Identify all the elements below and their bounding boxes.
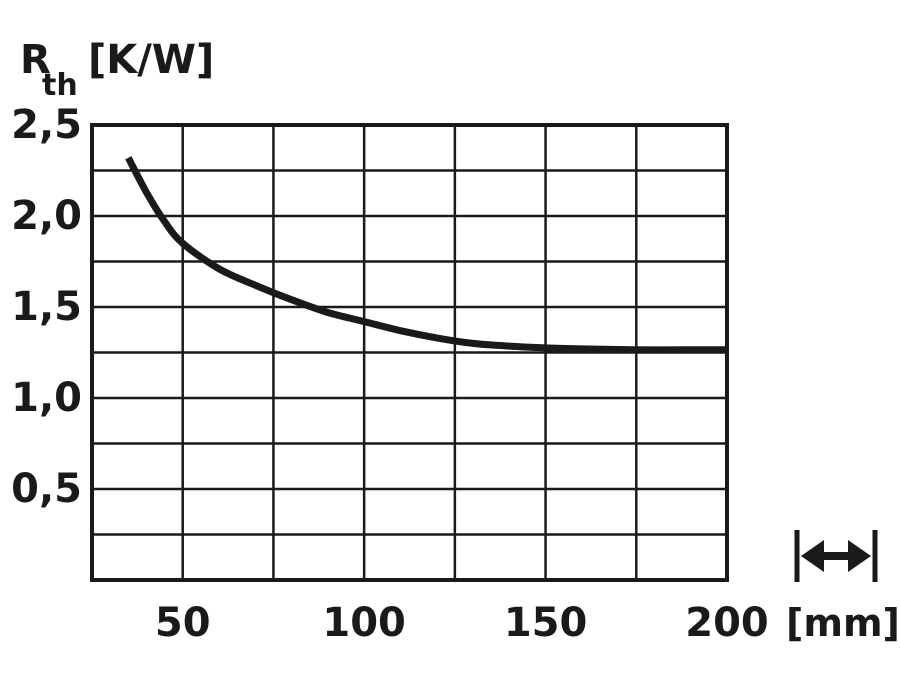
y-tick-label: 2,5 [11,102,82,148]
x-tick-label: 200 [685,600,769,646]
double-arrow-icon [794,530,878,582]
x-axis-ticks: 50 100 150 200 [155,600,769,646]
y-axis-ticks: 0,5 1,0 1,5 2,0 2,5 [11,102,82,512]
series-line [125,156,727,354]
y-axis-subscript: th [42,68,78,103]
y-tick-label: 0,5 [11,466,82,512]
y-tick-label: 1,5 [11,284,82,330]
y-axis-unit: [K/W] [88,37,214,83]
x-axis-unit: [mm] [786,601,900,645]
x-tick-label: 50 [155,600,211,646]
y-tick-label: 2,0 [11,193,82,239]
y-axis-label: R th [K/W] [20,37,214,103]
x-tick-label: 150 [504,600,588,646]
x-tick-label: 100 [322,600,406,646]
y-axis-symbol: R [20,37,51,83]
y-tick-label: 1,0 [11,375,82,421]
